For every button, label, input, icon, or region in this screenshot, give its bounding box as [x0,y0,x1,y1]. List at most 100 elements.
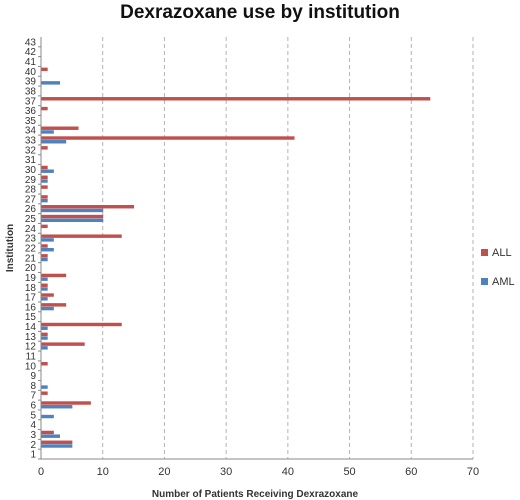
legend: ALL AML [481,247,515,288]
y-tick-label: 12 [25,342,37,353]
bar-all [41,273,67,278]
bar-aml [41,238,54,242]
y-tick-label: 26 [25,204,37,215]
bar-aml [41,179,48,183]
bar-all [41,97,431,101]
bar-aml [41,326,48,330]
bar-layer [41,67,431,448]
chart-title: Dexrazoxane use by institution [120,2,400,23]
bar-aml [41,336,48,340]
bar-all [41,440,73,444]
y-tick-label: 10 [25,361,37,372]
bar-aml [41,130,54,134]
bar-aml [41,257,48,262]
bar-aml [41,169,54,173]
bar-aml [41,306,54,311]
y-tick-label: 23 [25,234,37,245]
bar-all [41,214,104,219]
y-tick-label: 42 [25,47,37,58]
y-tick-label: 24 [25,224,37,235]
x-tick-label: 50 [343,466,355,478]
y-tick-label: 27 [25,194,37,205]
y-tick-label: 9 [30,371,36,382]
bar-aml [41,248,54,252]
bar-aml [41,218,104,222]
bar-all [41,126,79,130]
x-tick-label: 70 [467,466,479,478]
y-tick-label: 14 [25,322,37,333]
bar-all [41,146,48,150]
bar-all [41,175,48,180]
bar-all [41,165,48,170]
bar-all [41,391,48,395]
y-tick-label: 43 [25,37,37,48]
y-tick-label: 31 [25,155,37,166]
x-tick-label: 60 [405,466,417,478]
bar-all [41,185,48,189]
y-tick-label: 33 [25,136,37,147]
bar-all [41,67,48,72]
bar-aml [41,405,73,409]
y-tick-label: 7 [30,391,36,402]
bar-all [41,322,122,327]
bar-aml [41,277,48,281]
bar-all [41,106,48,111]
bar-all [41,430,54,435]
bar-all [41,293,54,297]
y-tick-label: 25 [25,214,37,225]
bar-all [41,224,48,229]
y-tick-label: 32 [25,145,37,156]
bar-aml [41,287,48,291]
bar-all [41,342,85,346]
bar-all [41,195,48,199]
y-tick-label: 2 [30,440,36,451]
y-tick-label: 18 [25,283,37,294]
x-tick-label: 10 [97,466,109,478]
y-tick-label: 16 [25,302,37,313]
y-tick-label: 40 [25,67,37,78]
bar-all [41,332,48,337]
bar-all [41,254,48,258]
bar-aml [41,346,48,350]
y-tick-label: 41 [25,57,37,68]
bar-aml [41,208,104,213]
legend-swatch-all [481,249,488,256]
y-tick-label: 17 [25,293,37,304]
y-tick-label: 13 [25,332,37,343]
legend-label-all: ALL [492,247,512,259]
y-tick-label: 36 [25,106,37,117]
y-tick-label: 37 [25,96,37,107]
bar-aml [41,198,48,203]
bar-aml [41,297,48,301]
bar-all [41,401,91,405]
y-tick-label: 20 [25,263,37,274]
y-tick-label: 5 [30,410,36,421]
y-tick-label: 39 [25,77,37,88]
y-tick-label: 8 [30,381,36,392]
x-tick-label: 20 [158,466,170,478]
y-tick-label: 1 [30,450,36,461]
bar-all [41,303,67,307]
y-tick-label: 30 [25,165,37,176]
bar-all [41,205,135,209]
bar-aml [41,385,48,389]
bar-all [41,362,48,366]
y-tick-label: 38 [25,86,37,97]
x-axis-title: Number of Patients Receiving Dexrazoxane [152,489,359,500]
x-tick-label: 30 [220,466,232,478]
y-tick-label: 28 [25,185,37,196]
y-tick-label: 22 [25,244,37,255]
legend-label-aml: AML [492,276,515,288]
y-tick-label: 21 [25,253,37,264]
y-axis-title: Institution [5,224,16,272]
x-tick-label: 0 [38,466,44,478]
y-tick-label: 11 [26,351,37,362]
bar-all [41,234,122,238]
y-tick-label: 29 [25,175,37,186]
bar-aml [41,140,67,144]
y-tick-label: 3 [30,430,36,441]
y-tick-label: 15 [25,312,37,323]
axis-layer: 0 10 20 30 40 50 60 701234567891011121314151617… [25,37,479,478]
y-tick-label: 19 [25,273,37,284]
